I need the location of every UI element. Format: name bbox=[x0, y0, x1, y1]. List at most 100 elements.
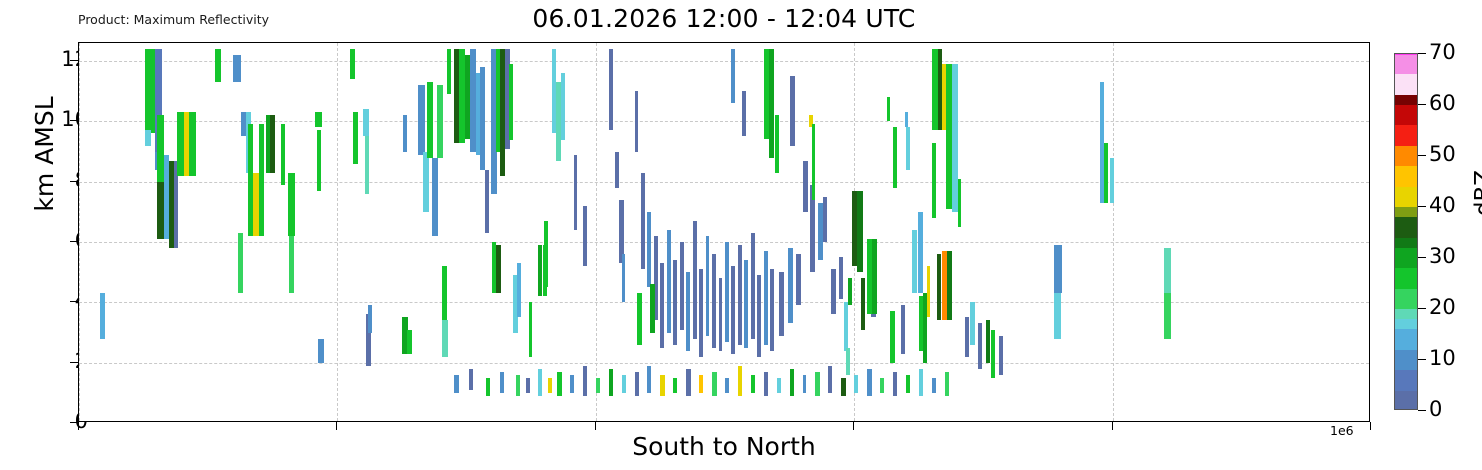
reflectivity-segment bbox=[741, 91, 746, 137]
y-tick-mark bbox=[70, 120, 78, 122]
reflectivity-segment bbox=[154, 49, 162, 152]
reflectivity-segment bbox=[595, 377, 600, 393]
colorbar-band bbox=[1395, 145, 1417, 167]
colorbar-tick-label: 70 bbox=[1429, 40, 1456, 64]
reflectivity-segment bbox=[240, 112, 247, 137]
reflectivity-segment bbox=[770, 269, 775, 351]
reflectivity-segment bbox=[789, 76, 795, 146]
reflectivity-segment bbox=[744, 260, 749, 348]
reflectivity-segment bbox=[936, 254, 941, 321]
reflectivity-segment bbox=[666, 229, 671, 333]
reflectivity-segment bbox=[737, 365, 743, 396]
reflectivity-segment bbox=[573, 154, 578, 230]
reflectivity-segment bbox=[365, 314, 371, 366]
reflectivity-segment bbox=[169, 160, 174, 249]
y-tick-mark bbox=[70, 180, 78, 182]
colorbar-tick-label: 40 bbox=[1429, 193, 1456, 217]
reflectivity-segment bbox=[880, 377, 884, 393]
colorbar-band bbox=[1395, 105, 1417, 126]
reflectivity-segment bbox=[856, 190, 863, 273]
colorbar-band bbox=[1395, 319, 1417, 330]
reflectivity-segment bbox=[417, 85, 425, 155]
reflectivity-segment bbox=[945, 64, 952, 209]
reflectivity-segment bbox=[905, 127, 911, 170]
reflectivity-segment bbox=[582, 205, 587, 267]
reflectivity-segment bbox=[854, 374, 859, 393]
reflectivity-segment bbox=[422, 151, 430, 212]
reflectivity-segment bbox=[1110, 157, 1114, 203]
reflectivity-segment bbox=[173, 160, 179, 249]
reflectivity-segment bbox=[442, 320, 448, 357]
colorbar-band bbox=[1395, 54, 1417, 75]
reflectivity-segment bbox=[431, 157, 439, 236]
reflectivity-segment bbox=[918, 368, 924, 396]
reflectivity-segment bbox=[712, 254, 716, 348]
reflectivity-segment bbox=[776, 377, 781, 393]
reflectivity-segment bbox=[692, 220, 697, 339]
reflectivity-segment bbox=[465, 55, 471, 140]
plot-area[interactable] bbox=[78, 42, 1370, 422]
gridline-vertical bbox=[337, 43, 339, 421]
reflectivity-segment bbox=[496, 49, 501, 152]
reflectivity-segment bbox=[183, 112, 190, 176]
reflectivity-segment bbox=[846, 347, 851, 375]
reflectivity-segment bbox=[872, 239, 877, 315]
gridline-horizontal bbox=[79, 61, 1369, 63]
x-tick-mark bbox=[78, 422, 79, 430]
colorbar-band bbox=[1395, 237, 1417, 248]
gridline-vertical bbox=[595, 43, 597, 421]
colorbar-tick-mark bbox=[1418, 104, 1426, 105]
reflectivity-segment bbox=[653, 236, 658, 321]
y-tick-mark bbox=[70, 301, 78, 303]
reflectivity-segment bbox=[650, 284, 656, 333]
colorbar-band bbox=[1395, 268, 1417, 289]
reflectivity-segment bbox=[634, 371, 640, 396]
colorbar-tick-label: 20 bbox=[1429, 295, 1456, 319]
reflectivity-segment bbox=[802, 374, 807, 393]
reflectivity-segment bbox=[368, 305, 372, 333]
reflectivity-segment bbox=[491, 49, 497, 194]
reflectivity-segment bbox=[796, 254, 801, 306]
reflectivity-segment bbox=[364, 136, 370, 194]
reflectivity-segment bbox=[407, 329, 412, 354]
reflectivity-segment bbox=[637, 293, 642, 345]
reflectivity-segment bbox=[725, 377, 729, 393]
reflectivity-segment bbox=[214, 49, 222, 83]
reflectivity-segment bbox=[763, 251, 768, 345]
reflectivity-segment bbox=[315, 112, 322, 128]
reflectivity-segment bbox=[838, 257, 844, 300]
reflectivity-segment bbox=[942, 64, 946, 131]
colorbar-band bbox=[1395, 74, 1417, 95]
colorbar-band bbox=[1395, 390, 1417, 409]
reflectivity-segment bbox=[402, 317, 408, 354]
reflectivity-segment bbox=[641, 172, 645, 270]
reflectivity-segment bbox=[917, 211, 924, 294]
reflectivity-segment bbox=[847, 278, 852, 306]
reflectivity-segment bbox=[830, 269, 837, 315]
colorbar-band bbox=[1395, 288, 1417, 309]
reflectivity-segment bbox=[485, 377, 491, 396]
colorbar[interactable] bbox=[1394, 53, 1418, 410]
reflectivity-segment bbox=[248, 124, 254, 236]
y-tick-mark bbox=[70, 361, 78, 363]
colorbar-tick-mark bbox=[1418, 257, 1426, 258]
colorbar-gradient bbox=[1394, 53, 1418, 410]
colorbar-tick-mark bbox=[1418, 359, 1426, 360]
reflectivity-segment bbox=[731, 49, 735, 104]
reflectivity-segment bbox=[526, 377, 530, 393]
reflectivity-segment bbox=[892, 127, 898, 188]
reflectivity-segment bbox=[1103, 142, 1109, 203]
reflectivity-segment bbox=[810, 184, 815, 273]
reflectivity-segment bbox=[947, 251, 952, 321]
reflectivity-segment bbox=[750, 374, 755, 393]
y-tick-mark bbox=[70, 60, 78, 62]
reflectivity-segment bbox=[232, 55, 241, 83]
colorbar-band bbox=[1395, 207, 1417, 218]
reflectivity-segment bbox=[470, 49, 476, 152]
reflectivity-segment bbox=[931, 142, 937, 218]
page-title: 06.01.2026 12:00 - 12:04 UTC bbox=[532, 4, 916, 33]
product-annotation: Product: Maximum Reflectivity bbox=[78, 12, 270, 27]
reflectivity-segment bbox=[978, 323, 983, 369]
reflectivity-segment bbox=[144, 49, 155, 134]
